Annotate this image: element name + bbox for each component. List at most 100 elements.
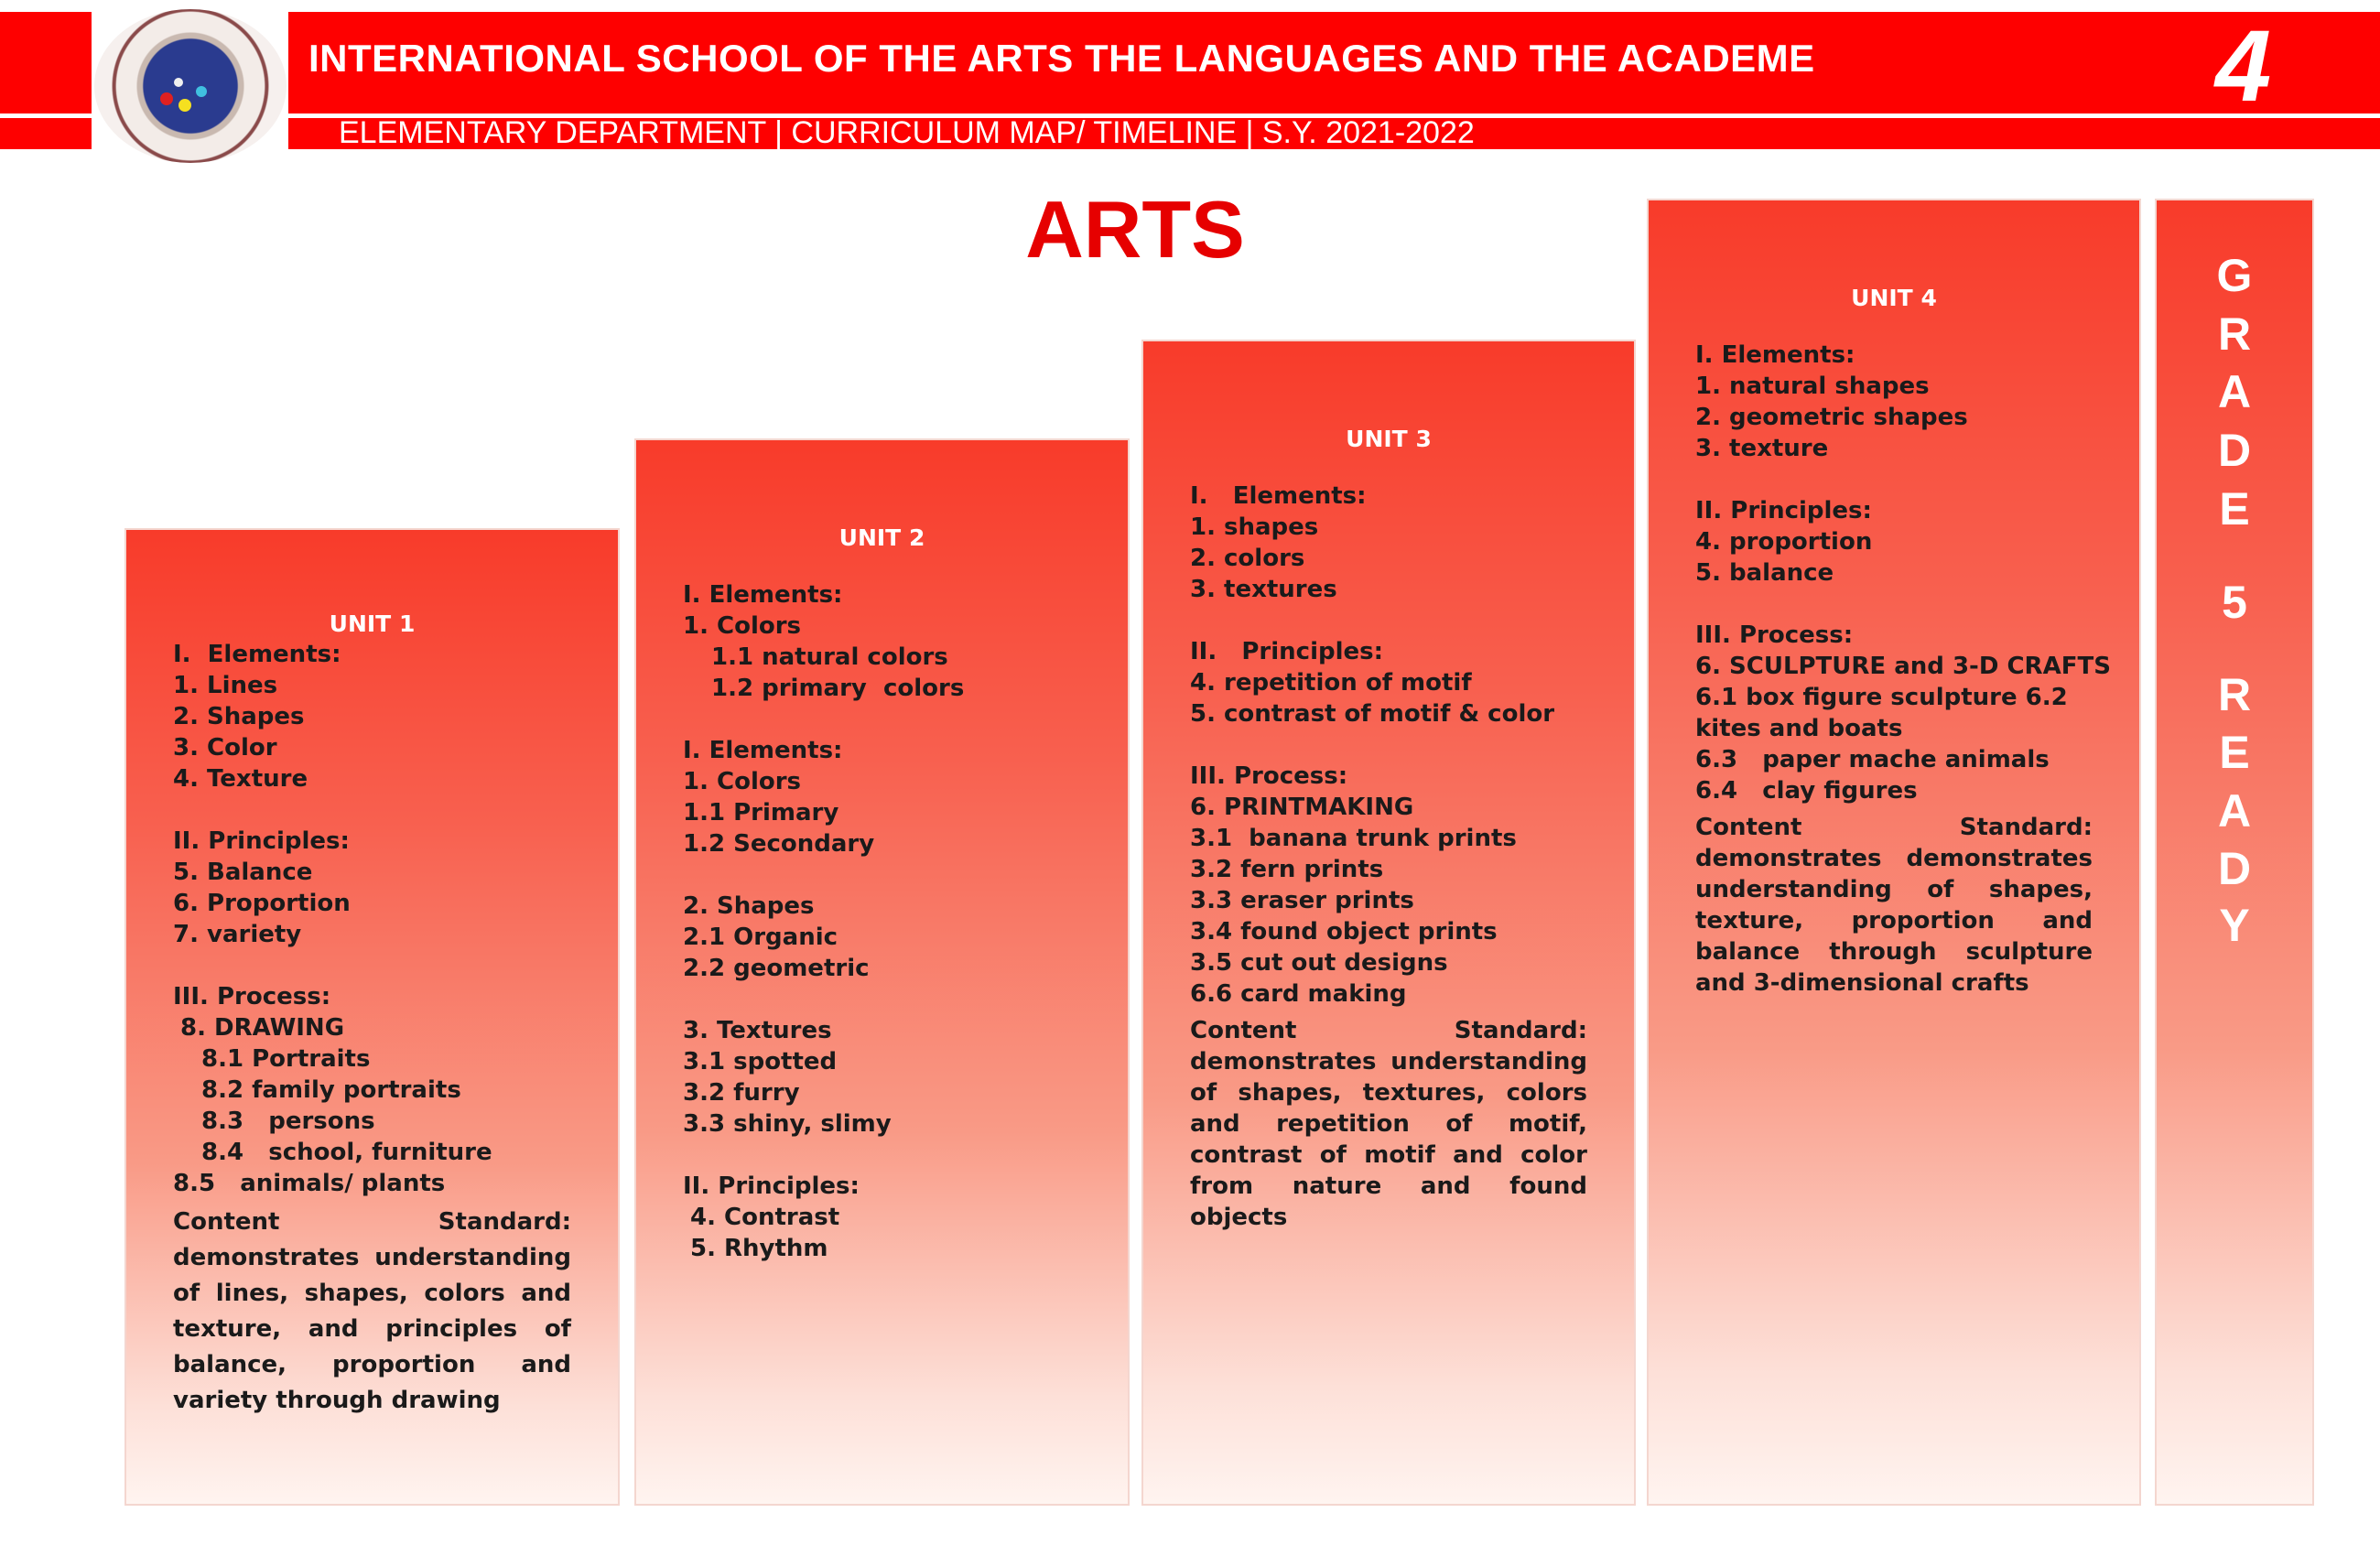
unit-title: UNIT 4 <box>1851 285 1937 311</box>
unit-line: I. Elements: <box>173 641 341 668</box>
unit-line: 1.2 Secondary <box>683 830 875 858</box>
unit-line: 3. textures <box>1190 576 1337 603</box>
unit-line: 3. Textures <box>683 1017 832 1044</box>
unit-line: 3.1 spotted <box>683 1048 838 1075</box>
unit-body: I. Elements: 1. Lines 2. Shapes 3. Color 4. … <box>173 639 571 1419</box>
spacer <box>1190 729 1587 761</box>
unit-line: 1. Colors <box>683 612 802 640</box>
unit-line: I. Elements: <box>683 581 843 609</box>
unit-line: 3.4 found object prints <box>1190 918 1498 945</box>
unit-line: 3.2 fern prints <box>1190 856 1384 883</box>
unit-line: 6.3 paper mache animals <box>1695 746 2050 773</box>
unit-3-card: UNIT 3 I. Elements: 1. shapes 2. colors 3. … <box>1141 340 1636 1506</box>
logo-art <box>160 78 207 112</box>
unit-line: 6.6 card making <box>1190 980 1407 1008</box>
unit-line: II. Principles: <box>1190 638 1384 665</box>
grade-banner-letter: A <box>2217 366 2252 417</box>
unit-title: UNIT 1 <box>329 611 416 637</box>
unit-line: 3.2 furry <box>683 1079 800 1107</box>
school-logo <box>94 9 287 163</box>
unit-line: I. Elements: <box>1190 482 1367 510</box>
unit-2-card: UNIT 2 I. Elements: 1. Colors 1.1 natural … <box>634 438 1130 1506</box>
unit-line: 3.3 eraser prints <box>1190 887 1414 914</box>
unit-line: 1.1 Primary <box>683 799 839 827</box>
unit-line: 4. Texture <box>173 765 308 793</box>
spacer <box>173 950 571 981</box>
unit-title: UNIT 2 <box>838 524 925 551</box>
unit-line: I. Elements: <box>1695 341 1855 369</box>
spacer <box>173 794 571 826</box>
header-band <box>0 12 2380 113</box>
unit-body: I. Elements: 1. shapes 2. colors 3. texture… <box>1190 481 1587 1233</box>
grade-banner-letter: G <box>2216 250 2253 301</box>
unit-title: UNIT 3 <box>1346 426 1432 452</box>
unit-body: I. Elements: 1. Colors 1.1 natural colors 1… <box>683 579 1081 1264</box>
unit-line: kites and boats <box>1695 715 1903 742</box>
unit-line: 1. natural shapes <box>1695 373 1930 400</box>
unit-line: I. Elements: <box>683 737 843 764</box>
grade-banner-letter: 5 <box>2222 577 2247 628</box>
header-subtitle: ELEMENTARY DEPARTMENT | CURRICULUM MAP/ … <box>339 115 1475 150</box>
spacer <box>1695 464 2093 495</box>
grade-banner-letter: E <box>2219 483 2250 535</box>
unit-line: 2. Shapes <box>683 892 815 920</box>
grade-banner-letter: D <box>2217 843 2252 894</box>
unit-line: 6.1 box figure sculpture 6.2 <box>1695 684 2068 711</box>
unit-line: 4. proportion <box>1695 528 1873 556</box>
spacer <box>1190 605 1587 636</box>
unit-line: 3.1 banana trunk prints <box>1190 825 1517 852</box>
unit-line: 8.2 family portraits <box>201 1076 461 1104</box>
grade-banner-letter: D <box>2217 425 2252 476</box>
spacer <box>683 984 1081 1015</box>
unit-line: 2.1 Organic <box>683 924 838 951</box>
unit-line: 2.2 geometric <box>683 955 870 982</box>
unit-line: 1.2 primary colors <box>711 675 965 702</box>
unit-line: 7. variety <box>173 921 302 948</box>
unit-line: III. Process: <box>1695 621 1854 649</box>
unit-line: 4. Contrast <box>690 1204 840 1231</box>
unit-line: II. Principles: <box>173 827 350 855</box>
unit-line: 8.4 school, furniture <box>201 1139 492 1166</box>
unit-line: II. Principles: <box>1695 497 1872 524</box>
subject-title: ARTS <box>1025 184 1245 275</box>
unit-line: 2. geometric shapes <box>1695 404 1968 431</box>
unit-line: 1. shapes <box>1190 513 1319 541</box>
grade-banner-letter: R <box>2217 669 2252 720</box>
unit-line: 2. Shapes <box>173 703 305 730</box>
content-standard: Content Standard: demonstrates understan… <box>173 1208 571 1414</box>
grade-banner-letter: R <box>2217 308 2252 360</box>
unit-line: 3. texture <box>1695 435 1829 462</box>
grade-banner-letter: Y <box>2219 900 2250 951</box>
unit-line: 8.3 persons <box>201 1108 375 1135</box>
spacer <box>683 1140 1081 1171</box>
unit-line: III. Process: <box>1190 762 1348 790</box>
unit-4-card: UNIT 4 I. Elements: 1. natural shapes 2. g… <box>1647 199 2141 1506</box>
unit-line: 6. Proportion <box>173 890 351 917</box>
unit-line: 6. PRINTMAKING <box>1190 794 1414 821</box>
unit-line: 6.4 clay figures <box>1695 777 1918 805</box>
unit-line: 8.5 animals/ plants <box>173 1170 446 1197</box>
unit-line: 1. Lines <box>173 672 278 699</box>
grade-banner-letter: E <box>2219 727 2250 778</box>
unit-line: 8. DRAWING <box>180 1014 345 1042</box>
unit-1-card: UNIT 1 I. Elements: 1. Lines 2. Shapes 3. C… <box>124 528 620 1506</box>
unit-line: 5. Rhythm <box>690 1235 828 1262</box>
content-standard: Content Standard: demonstrates understan… <box>1190 1017 1587 1231</box>
unit-line: 3. Color <box>173 734 277 762</box>
content-standard: Content Standard: demonstrates demonstra… <box>1695 814 2093 997</box>
unit-line: 6. SCULPTURE and 3-D CRAFTS <box>1695 653 2111 680</box>
unit-line: 1.1 natural colors <box>711 643 948 671</box>
unit-line: 1. Colors <box>683 768 802 795</box>
unit-line: 2. colors <box>1190 545 1305 572</box>
unit-line: II. Principles: <box>683 1172 860 1200</box>
unit-line: III. Process: <box>173 983 331 1010</box>
unit-line: 5. contrast of motif & color <box>1190 700 1555 728</box>
unit-line: 4. repetition of motif <box>1190 669 1472 697</box>
school-name: INTERNATIONAL SCHOOL OF THE ARTS THE LAN… <box>308 37 1815 80</box>
unit-line: 3.3 shiny, slimy <box>683 1110 892 1138</box>
unit-line: 8.1 Portraits <box>201 1045 371 1073</box>
spacer <box>1695 589 2093 620</box>
grade-number: 4 <box>2215 10 2272 123</box>
grade-banner-letter: A <box>2217 785 2252 837</box>
